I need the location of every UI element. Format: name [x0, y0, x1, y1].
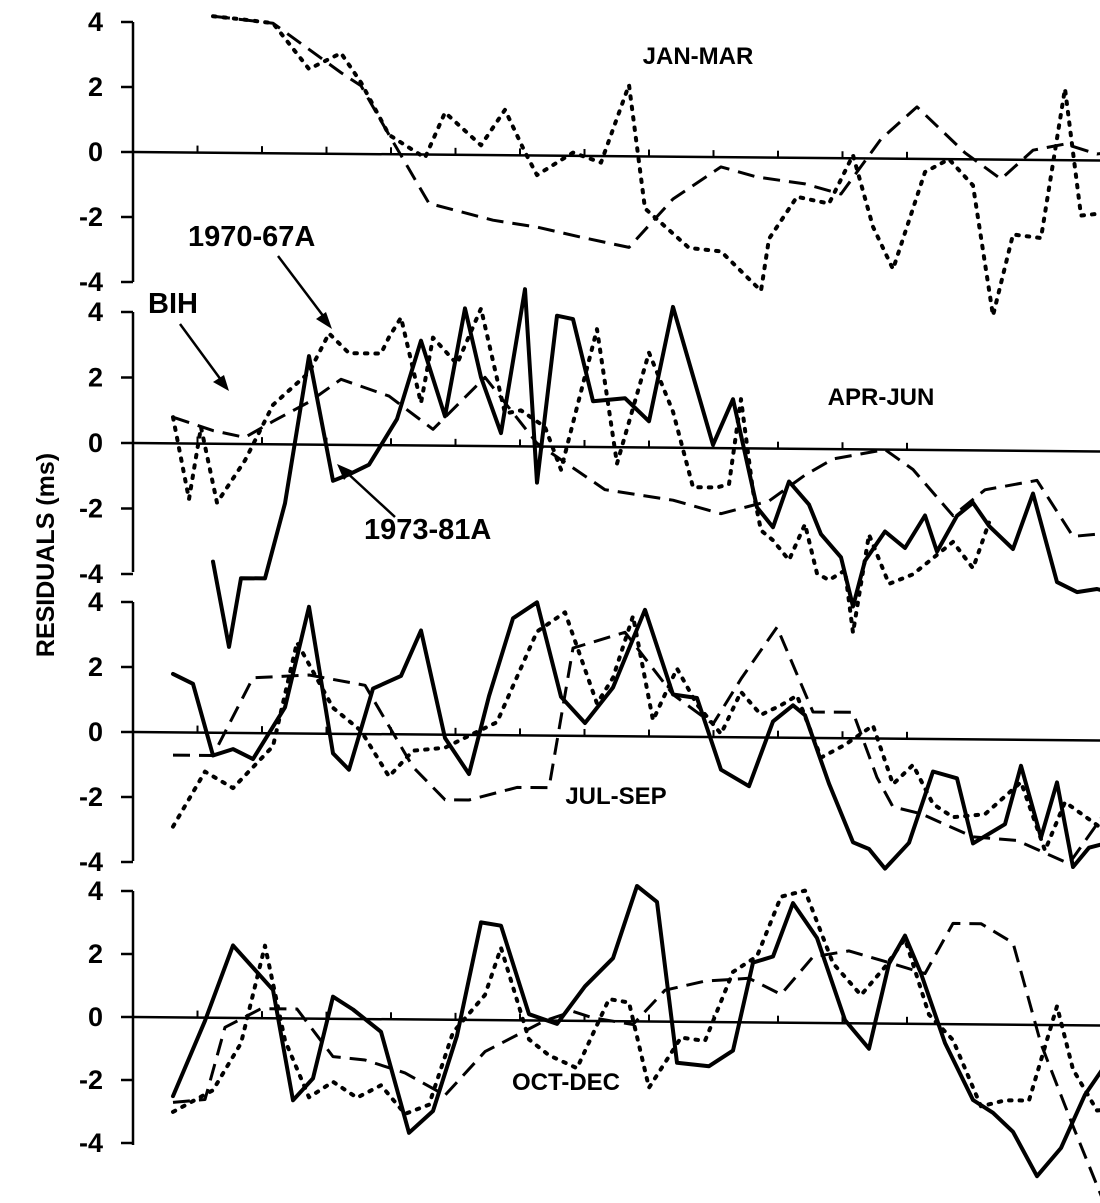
- panel-oct-dec: 4 2 0 -2 -4 OCT-DEC: [79, 876, 1100, 1197]
- y-tick-label-jul-sep: -4: [79, 847, 103, 877]
- y-tick-label-apr-jun: -2: [79, 494, 103, 524]
- y-tick-label-jul-sep: -2: [79, 782, 103, 812]
- panel-jan-mar: 4 2 0 -2 -4 JAN-MAR: [79, 7, 1100, 318]
- y-tick-label-oct-dec: 4: [88, 876, 103, 906]
- panel-title-apr-jun: APR-JUN: [828, 384, 935, 411]
- y-tick-label-apr-jun: -4: [79, 559, 103, 589]
- series-solid-jul-sep: [171, 600, 1100, 871]
- callout-label-1973-81A: 1973-81A: [364, 514, 491, 546]
- callout-annotations: 1970-67A BIH 1973-81A: [148, 221, 491, 546]
- callout-label-1970-67A: 1970-67A: [188, 221, 315, 253]
- series-dotted-apr-jun: [171, 306, 991, 635]
- callout-arrow-1973-81A: [343, 469, 396, 518]
- y-tick-label-apr-jun: 2: [88, 363, 103, 393]
- zero-line-apr-jun: [132, 441, 1100, 453]
- y-tick-label-oct-dec: -2: [79, 1065, 103, 1095]
- callout-arrowhead-1970-67A: [316, 312, 332, 329]
- y-tick-label-jul-sep: 0: [88, 717, 103, 747]
- y-tick-label-apr-jun: 0: [88, 428, 103, 458]
- chart-panels: 4 2 0 -2 -4 JAN-MAR 4 2 0 -2 -4 APR-JUN 4 2 0 -2 -4 JUL-S…: [79, 7, 1100, 1197]
- series-dotted-jul-sep: [171, 610, 1100, 853]
- series-solid-apr-jun: [211, 287, 1100, 649]
- y-tick-label-jul-sep: 4: [88, 587, 103, 617]
- callout-arrowhead-1973-81A: [337, 464, 353, 480]
- panel-apr-jun: 4 2 0 -2 -4 APR-JUN: [79, 287, 1100, 649]
- y-tick-label-jan-mar: 4: [88, 7, 103, 37]
- zero-line-jan-mar: [132, 150, 1100, 162]
- zero-line-jul-sep: [132, 730, 1100, 742]
- y-tick-label-jan-mar: -4: [79, 267, 103, 297]
- callout-arrowhead-BIH: [213, 375, 229, 391]
- callout-arrow-1970-67A: [277, 255, 328, 322]
- series-dashed-jan-mar: [212, 14, 1100, 249]
- callout-arrow-BIH: [178, 323, 226, 385]
- series-solid-oct-dec: [171, 884, 1100, 1179]
- panel-title-jan-mar: JAN-MAR: [643, 43, 754, 70]
- y-axis-label: RESIDUALS (ms): [32, 453, 60, 657]
- callout-label-BIH: BIH: [148, 288, 198, 320]
- y-tick-label-apr-jun: 4: [88, 297, 103, 327]
- y-tick-label-oct-dec: 2: [88, 939, 103, 969]
- series-dotted-jan-mar: [211, 14, 1100, 318]
- y-tick-label-oct-dec: 0: [88, 1002, 103, 1032]
- series-dashed-oct-dec: [172, 921, 1100, 1197]
- y-tick-label-jan-mar: 0: [88, 137, 103, 167]
- panel-title-jul-sep: JUL-SEP: [565, 783, 666, 810]
- series-dotted-oct-dec: [171, 888, 1100, 1116]
- series-dashed-jul-sep: [172, 625, 1100, 866]
- y-tick-label-jul-sep: 2: [88, 652, 103, 682]
- y-tick-label-jan-mar: -2: [79, 202, 103, 232]
- y-tick-label-oct-dec: -4: [79, 1128, 103, 1158]
- series-dashed-apr-jun: [172, 375, 1100, 538]
- y-tick-label-jan-mar: 2: [88, 72, 103, 102]
- panel-jul-sep: 4 2 0 -2 -4 JUL-SEP: [79, 587, 1100, 877]
- panel-title-oct-dec: OCT-DEC: [512, 1069, 620, 1096]
